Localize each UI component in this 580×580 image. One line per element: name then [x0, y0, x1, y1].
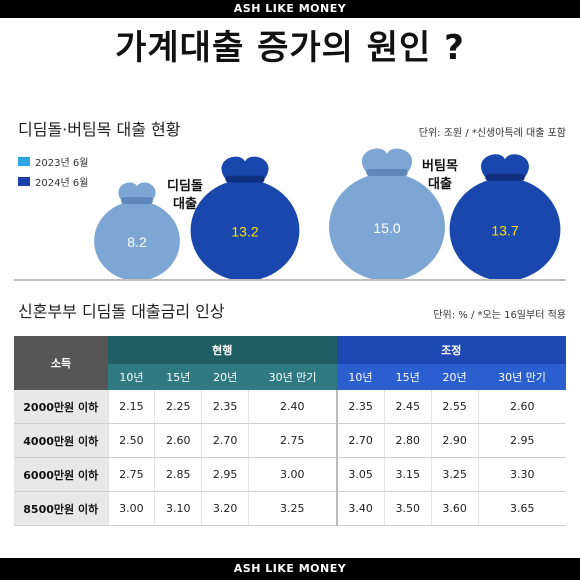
rate-cell: 3.00 — [248, 457, 337, 492]
value-label: 8.2 — [127, 234, 147, 250]
money-bag-0-1: 13.2 — [190, 156, 300, 280]
term-header: 15년 — [154, 364, 202, 390]
rate-cell: 2.75 — [248, 423, 337, 458]
bag-body — [190, 179, 300, 280]
rate-cell: 2.85 — [154, 457, 202, 492]
income-label: 8500만원 이하 — [14, 491, 108, 526]
rate-cell: 2.55 — [430, 390, 479, 424]
term-header: 15년 — [384, 364, 432, 390]
category-label: 디딤돌 — [167, 178, 203, 194]
table-row: 8500만원 이하 3.00 3.10 3.20 3.25 3.40 3.50 … — [14, 491, 566, 526]
rate-cell: 2.50 — [107, 423, 155, 458]
rate-cell: 3.40 — [335, 491, 385, 526]
rate-cell: 2.75 — [107, 457, 155, 492]
legend-swatch-2024 — [18, 177, 30, 186]
rate-cell: 2.45 — [383, 390, 432, 424]
money-bag-1-0: 15.0 — [329, 148, 445, 280]
rate-cell: 3.65 — [477, 491, 566, 526]
rate-cell: 2.80 — [383, 423, 432, 458]
rate-cell: 3.50 — [383, 491, 432, 526]
category-label: 대출 — [428, 176, 452, 192]
rate-cell: 3.25 — [248, 491, 337, 526]
term-header: 10년 — [108, 364, 155, 390]
rate-cell: 3.05 — [335, 457, 385, 492]
top-watermark-bar: ASH LIKE MONEY — [0, 0, 580, 18]
term-header: 30년 만기 — [248, 364, 337, 390]
rate-cell: 2.35 — [335, 390, 385, 424]
term-header: 10년 — [336, 364, 385, 390]
money-bag-1-1: 13.7 — [449, 154, 561, 280]
bag-body — [449, 177, 561, 280]
group-header-current: 현행 — [108, 336, 337, 364]
value-label: 13.2 — [231, 223, 258, 239]
value-label: 15.0 — [373, 220, 400, 236]
rate-cell: 3.30 — [477, 457, 566, 492]
bag-tie — [366, 169, 408, 176]
legend: 2023년 6월 2024년 6월 — [18, 154, 88, 194]
term-header: 30년 만기 — [478, 364, 566, 390]
legend-label-2023: 2023년 6월 — [35, 158, 89, 169]
chart-baseline — [14, 279, 566, 281]
rate-cell: 2.70 — [335, 423, 385, 458]
income-label: 4000만원 이하 — [14, 423, 108, 458]
bag-tie — [485, 173, 525, 181]
bag-neck — [221, 156, 269, 182]
group-header-adjusted: 조정 — [336, 336, 566, 364]
rate-cell: 3.15 — [383, 457, 432, 492]
rate-cell: 2.60 — [477, 390, 566, 424]
term-header: 20년 — [431, 364, 479, 390]
rate-cell: 3.20 — [201, 491, 249, 526]
legend-item-2024: 2024년 6월 — [18, 174, 88, 189]
category-label: 버팀목 — [422, 158, 458, 174]
legend-swatch-2023 — [18, 157, 30, 166]
bag-neck — [481, 154, 529, 180]
legend-item-2023: 2023년 6월 — [18, 154, 88, 169]
rate-table-unit-note: 단위: % / *오는 16일부터 적용 — [433, 310, 566, 321]
bag-tie — [225, 175, 265, 183]
bag-body — [329, 173, 445, 280]
table-row: 6000만원 이하 2.75 2.85 2.95 3.00 3.05 3.15 … — [14, 457, 566, 492]
rate-table: 소득 현행 조정 10년 15년 20년 30년 만기 10년 15년 20년 … — [14, 336, 566, 526]
legend-label-2024: 2024년 6월 — [35, 178, 89, 189]
rate-cell: 2.95 — [477, 423, 566, 458]
income-header: 소득 — [14, 336, 108, 390]
rate-cell: 2.35 — [201, 390, 249, 424]
rate-cell: 2.15 — [107, 390, 155, 424]
rate-cell: 3.60 — [430, 491, 479, 526]
rate-cell: 2.70 — [201, 423, 249, 458]
category-label: 대출 — [173, 196, 197, 212]
rate-cell: 2.60 — [154, 423, 202, 458]
income-label: 2000만원 이하 — [14, 390, 108, 424]
bottom-watermark-bar: ASH LIKE MONEY — [0, 558, 580, 580]
value-label: 13.7 — [491, 222, 518, 238]
rate-cell: 2.40 — [248, 390, 337, 424]
rate-cell: 2.90 — [430, 423, 479, 458]
loan-status-unit-note: 단위: 조원 / *신생아특례 대출 포함 — [418, 128, 566, 139]
bag-neck — [361, 148, 413, 175]
rate-table-title: 신혼부부 디딤돌 대출금리 인상 — [18, 302, 225, 321]
term-header: 20년 — [201, 364, 249, 390]
headline: 가계대출 증가의 원인 ? — [115, 28, 465, 68]
rate-cell: 2.25 — [154, 390, 202, 424]
rate-cell: 3.25 — [430, 457, 479, 492]
rate-cell: 3.10 — [154, 491, 202, 526]
bag-body — [94, 201, 180, 280]
table-row: 4000만원 이하 2.50 2.60 2.70 2.75 2.70 2.80 … — [14, 423, 566, 458]
loan-status-title: 디딤돌·버팀목 대출 현황 — [18, 120, 181, 139]
table-row: 2000만원 이하 2.15 2.25 2.35 2.40 2.35 2.45 … — [14, 390, 566, 424]
bag-tie — [121, 197, 153, 205]
income-label: 6000만원 이하 — [14, 457, 108, 492]
money-bag-0-0: 8.2 — [94, 182, 180, 280]
rate-cell: 2.95 — [201, 457, 249, 492]
rate-cell: 3.00 — [107, 491, 155, 526]
